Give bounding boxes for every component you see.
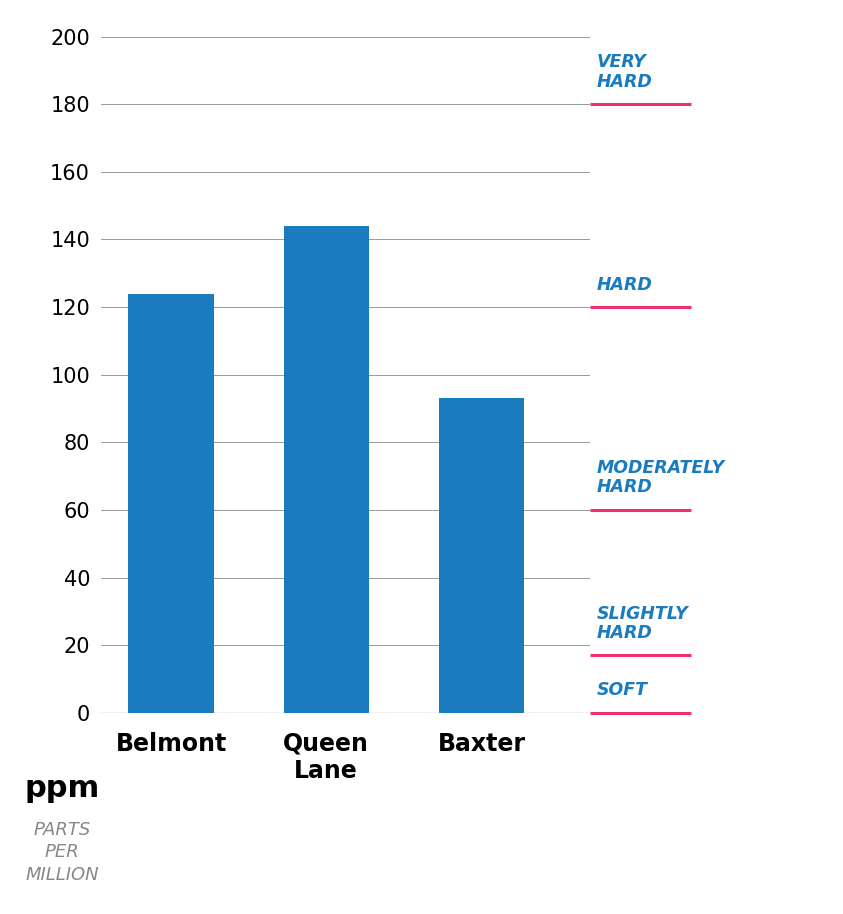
Text: MODERATELY
HARD: MODERATELY HARD: [596, 459, 725, 496]
Text: PARTS
PER
MILLION: PARTS PER MILLION: [25, 821, 99, 884]
Bar: [438, 399, 524, 713]
Bar: [128, 293, 213, 713]
Text: HARD: HARD: [596, 276, 652, 293]
Text: VERY
HARD: VERY HARD: [596, 53, 652, 90]
Bar: [283, 226, 369, 713]
Text: ppm: ppm: [24, 774, 100, 802]
Text: SOFT: SOFT: [596, 682, 647, 699]
Text: SLIGHTLY
HARD: SLIGHTLY HARD: [596, 604, 688, 642]
